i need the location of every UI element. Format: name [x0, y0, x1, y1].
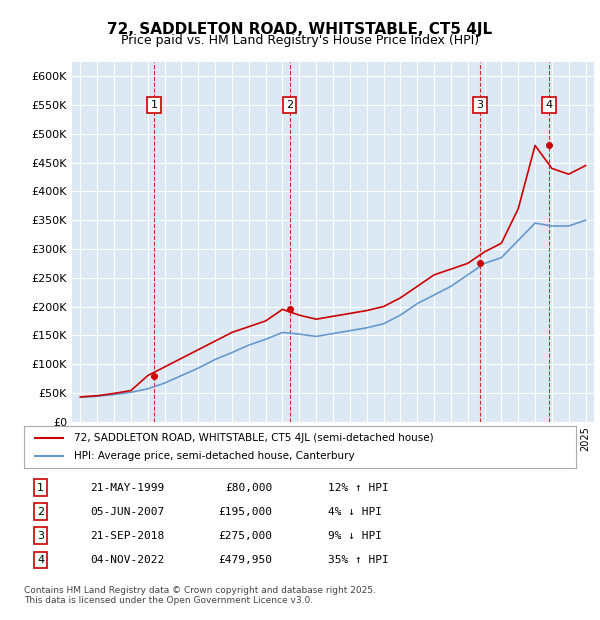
- Text: 35% ↑ HPI: 35% ↑ HPI: [328, 555, 388, 565]
- Text: Contains HM Land Registry data © Crown copyright and database right 2025.
This d: Contains HM Land Registry data © Crown c…: [24, 586, 376, 605]
- Text: 1: 1: [151, 100, 158, 110]
- Text: £275,000: £275,000: [218, 531, 272, 541]
- Text: 2: 2: [286, 100, 293, 110]
- Text: 3: 3: [37, 531, 44, 541]
- Text: 1: 1: [37, 482, 44, 493]
- Text: 04-NOV-2022: 04-NOV-2022: [90, 555, 164, 565]
- Text: £479,950: £479,950: [218, 555, 272, 565]
- Text: 3: 3: [476, 100, 484, 110]
- Text: 2: 2: [37, 507, 44, 516]
- Text: 05-JUN-2007: 05-JUN-2007: [90, 507, 164, 516]
- Text: 4: 4: [545, 100, 553, 110]
- Text: £195,000: £195,000: [218, 507, 272, 516]
- Text: Price paid vs. HM Land Registry's House Price Index (HPI): Price paid vs. HM Land Registry's House …: [121, 34, 479, 47]
- Text: 4% ↓ HPI: 4% ↓ HPI: [328, 507, 382, 516]
- Text: 72, SADDLETON ROAD, WHITSTABLE, CT5 4JL: 72, SADDLETON ROAD, WHITSTABLE, CT5 4JL: [107, 22, 493, 37]
- Text: HPI: Average price, semi-detached house, Canterbury: HPI: Average price, semi-detached house,…: [74, 451, 355, 461]
- Text: 9% ↓ HPI: 9% ↓ HPI: [328, 531, 382, 541]
- Text: £80,000: £80,000: [225, 482, 272, 493]
- Text: 12% ↑ HPI: 12% ↑ HPI: [328, 482, 388, 493]
- Text: 21-SEP-2018: 21-SEP-2018: [90, 531, 164, 541]
- Text: 72, SADDLETON ROAD, WHITSTABLE, CT5 4JL (semi-detached house): 72, SADDLETON ROAD, WHITSTABLE, CT5 4JL …: [74, 433, 433, 443]
- Text: 21-MAY-1999: 21-MAY-1999: [90, 482, 164, 493]
- Text: 4: 4: [37, 555, 44, 565]
